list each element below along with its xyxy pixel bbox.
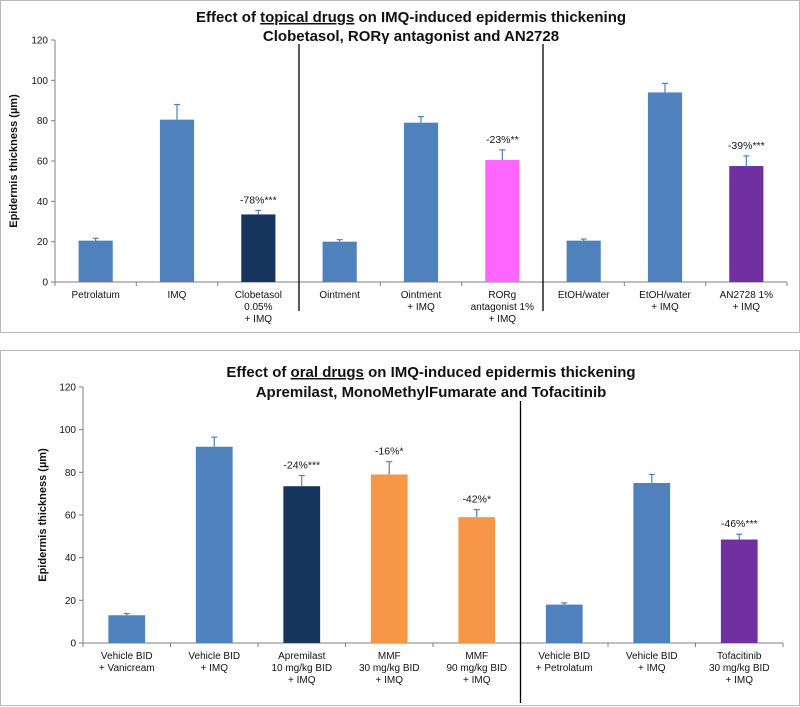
bar — [283, 486, 321, 643]
x-category-label: 30 mg/kg BID — [709, 663, 770, 674]
bar — [370, 474, 408, 643]
oral-drugs-chart: Effect of oral drugs on IMQ-induced epid… — [37, 364, 784, 703]
y-axis-label: Epidermis thickness (µm) — [8, 94, 20, 228]
y-tick-label: 120 — [31, 36, 48, 47]
data-label: -24%*** — [283, 460, 320, 472]
x-category-label: 10 mg/kg BID — [271, 663, 332, 674]
x-category-label: Vehicle BID — [101, 651, 153, 662]
bar — [485, 159, 520, 282]
data-label: -46%*** — [721, 518, 758, 530]
y-tick-label: 20 — [65, 596, 77, 607]
bar — [78, 240, 113, 282]
x-category-label: antagonist 1% — [471, 302, 534, 313]
y-tick-label: 40 — [65, 553, 77, 564]
x-category-label: + IMQ — [463, 675, 491, 686]
data-label: -16%* — [375, 446, 404, 458]
data-label: -42%* — [462, 494, 491, 506]
x-category-label: Clobetasol — [235, 290, 282, 301]
bar — [195, 446, 233, 643]
bar — [566, 240, 601, 282]
data-label: -78%*** — [240, 194, 277, 206]
y-tick-label: 80 — [37, 116, 49, 127]
chart-title: Effect of topical drugs on IMQ-induced e… — [196, 9, 626, 26]
y-tick-label: 60 — [65, 511, 77, 522]
bar — [159, 119, 195, 283]
x-category-label: + IMQ — [407, 302, 435, 313]
bar — [545, 604, 583, 643]
bar — [241, 214, 276, 282]
x-category-label: Ointment — [401, 290, 442, 301]
y-tick-label: 100 — [31, 76, 48, 87]
bar — [729, 166, 764, 282]
data-label: -39%*** — [728, 140, 765, 152]
x-category-label: + IMQ — [288, 675, 316, 686]
bar — [720, 539, 758, 643]
x-category-label: Vehicle BID — [538, 651, 590, 662]
x-category-label: 0.05% — [244, 302, 272, 313]
topical-drugs-chart-panel: Effect of topical drugs on IMQ-induced e… — [0, 0, 800, 333]
x-category-label: + IMQ — [733, 302, 761, 313]
x-category-label: 30 mg/kg BID — [359, 663, 420, 674]
x-category-label: Apremilast — [278, 651, 325, 662]
chart-subtitle: Clobetasol, RORγ antagonist and AN2728 — [263, 28, 559, 45]
data-label: -23%** — [486, 134, 519, 146]
y-tick-label: 60 — [37, 157, 49, 168]
x-category-label: 90 mg/kg BID — [446, 663, 507, 674]
x-category-label: Ointment — [319, 290, 360, 301]
y-tick-label: 40 — [37, 197, 49, 208]
y-tick-label: 0 — [42, 278, 48, 289]
x-category-label: RORg — [488, 290, 516, 301]
bar — [403, 122, 439, 282]
y-tick-label: 100 — [59, 425, 76, 436]
x-category-label: + Vanicream — [99, 663, 155, 674]
y-tick-label: 80 — [65, 468, 77, 479]
x-category-label: + IMQ — [375, 675, 403, 686]
x-category-label: MMF — [378, 651, 401, 662]
oral-drugs-chart-panel: Effect of oral drugs on IMQ-induced epid… — [0, 350, 800, 706]
chart-title: Effect of oral drugs on IMQ-induced epid… — [226, 364, 635, 381]
x-category-label: + IMQ — [200, 663, 228, 674]
x-category-label: + IMQ — [245, 314, 273, 325]
x-category-label: + IMQ — [489, 314, 517, 325]
x-category-label: Petrolatum — [71, 290, 119, 301]
y-axis-label: Epidermis thickness (µm) — [37, 448, 49, 582]
topical-drugs-chart: Effect of topical drugs on IMQ-induced e… — [8, 9, 788, 325]
x-category-label: Vehicle BID — [188, 651, 240, 662]
x-category-label: Vehicle BID — [626, 651, 678, 662]
x-category-label: EtOH/water — [639, 290, 691, 301]
bar — [458, 517, 496, 643]
x-category-label: IMQ — [168, 290, 187, 301]
x-category-label: EtOH/water — [558, 290, 610, 301]
x-category-label: Tofacitinib — [717, 651, 762, 662]
x-category-label: MMF — [465, 651, 488, 662]
x-category-label: + IMQ — [638, 663, 666, 674]
y-tick-label: 20 — [37, 237, 49, 248]
bar — [322, 241, 357, 282]
bar — [633, 483, 671, 643]
y-tick-label: 0 — [70, 639, 76, 650]
x-category-label: + IMQ — [725, 675, 753, 686]
chart-subtitle: Apremilast, MonoMethylFumarate and Tofac… — [256, 384, 607, 401]
x-category-label: + IMQ — [651, 302, 679, 313]
bar — [108, 615, 146, 643]
x-category-label: AN2728 1% — [720, 290, 773, 301]
bar — [647, 92, 683, 282]
x-category-label: + Petrolatum — [536, 663, 593, 674]
y-tick-label: 120 — [59, 383, 76, 394]
